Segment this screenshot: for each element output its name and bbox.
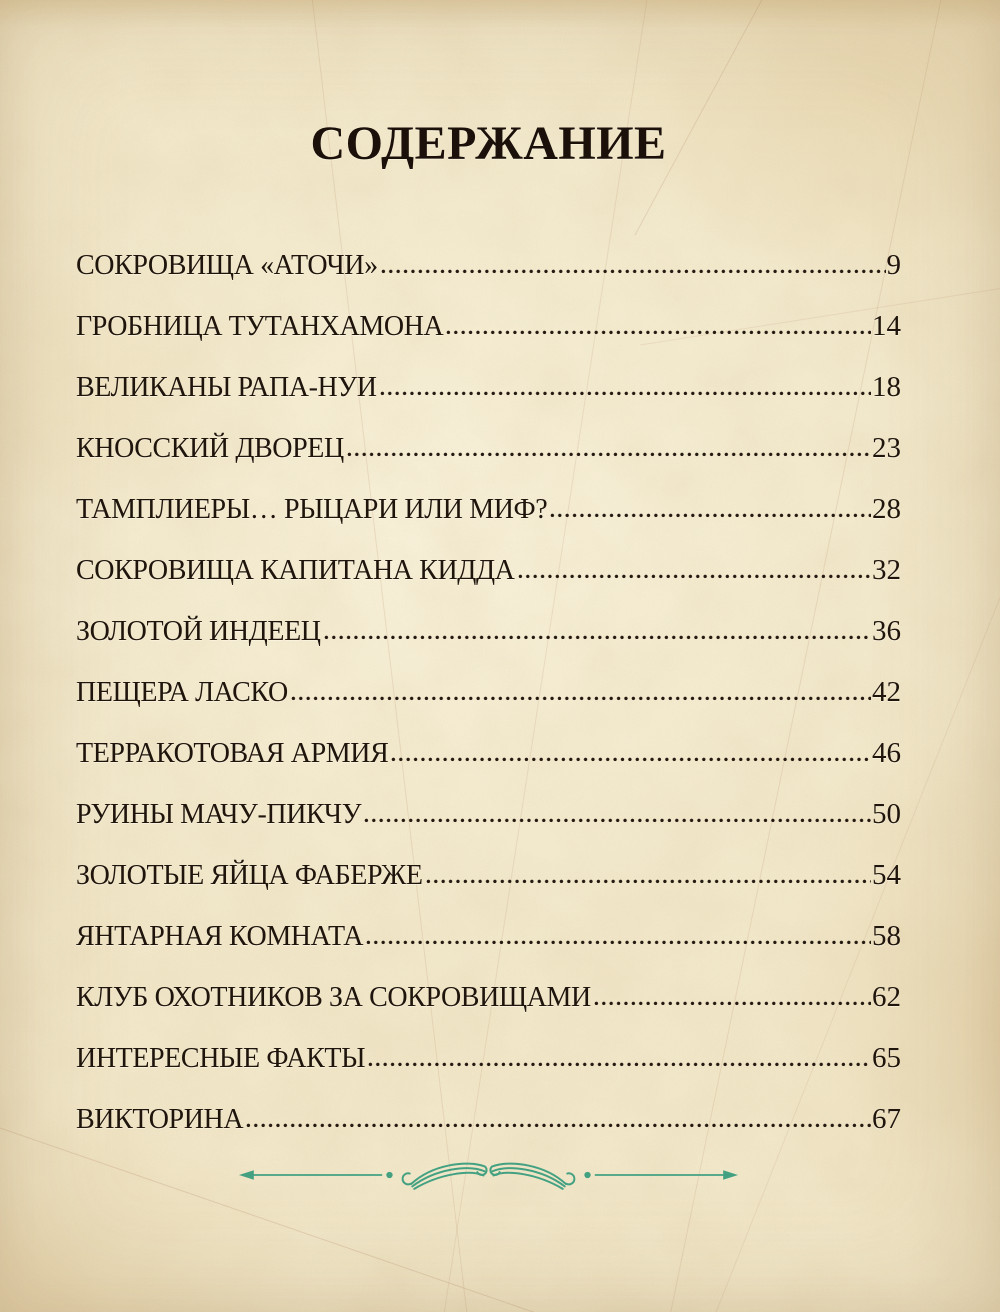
toc-entry[interactable]: СОКРОВИЩА КАПИТАНА КИДДА 32 (76, 540, 901, 601)
dotted-leader (425, 879, 871, 884)
toc-entry-title: ИНТЕРЕСНЫЕ ФАКТЫ (76, 1043, 366, 1074)
dotted-leader (446, 330, 871, 335)
toc-entry-title: ВИКТОРИНА (76, 1104, 244, 1135)
dotted-leader (379, 391, 871, 396)
dotted-leader (364, 818, 871, 823)
toc-entry-page-number: 36 (872, 615, 901, 647)
dotted-leader (323, 635, 871, 640)
flourish-divider-icon (238, 1162, 740, 1190)
dotted-leader (346, 452, 871, 457)
toc-entry-title: ЗОЛОТОЙ ИНДЕЕЦ (76, 616, 321, 647)
toc-entry-page-number: 18 (872, 371, 901, 403)
toc-entry-page-number: 32 (872, 554, 901, 586)
dotted-leader (246, 1123, 871, 1128)
toc-entry-page-number: 46 (872, 737, 901, 769)
dotted-leader (391, 757, 871, 762)
toc-content: СОДЕРЖАНИЕ СОКРОВИЩА «АТОЧИ» 9 ГРОБНИЦА … (76, 0, 901, 1197)
toc-entry-title: ГРОБНИЦА ТУТАНХАМОНА (76, 311, 444, 342)
dotted-leader (380, 269, 886, 274)
toc-entry[interactable]: ГРОБНИЦА ТУТАНХАМОНА 14 (76, 296, 901, 357)
toc-entry[interactable]: СОКРОВИЩА «АТОЧИ» 9 (76, 235, 901, 296)
dotted-leader (593, 1001, 871, 1006)
toc-entry[interactable]: ТЕРРАКОТОВАЯ АРМИЯ 46 (76, 723, 901, 784)
dotted-leader (366, 940, 871, 945)
toc-entry-page-number: 28 (872, 493, 901, 525)
toc-entry-title: КНОССКИЙ ДВОРЕЦ (76, 433, 344, 464)
toc-entry-page-number: 58 (872, 920, 901, 952)
toc-entry-title: ПЕЩЕРА ЛАСКО (76, 677, 288, 708)
toc-entry[interactable]: ЯНТАРНАЯ КОМНАТА 58 (76, 906, 901, 967)
toc-entry[interactable]: ВИКТОРИНА 67 (76, 1089, 901, 1150)
toc-entry-page-number: 23 (872, 432, 901, 464)
dotted-leader (550, 513, 871, 518)
toc-list: СОКРОВИЩА «АТОЧИ» 9 ГРОБНИЦА ТУТАНХАМОНА… (76, 235, 901, 1150)
toc-entry[interactable]: РУИНЫ МАЧУ-ПИКЧУ 50 (76, 784, 901, 845)
toc-entry-title: СОКРОВИЩА КАПИТАНА КИДДА (76, 555, 515, 586)
toc-entry[interactable]: ЗОЛОТОЙ ИНДЕЕЦ 36 (76, 601, 901, 662)
toc-entry-title: ТЕРРАКОТОВАЯ АРМИЯ (76, 738, 389, 769)
toc-entry[interactable]: ЗОЛОТЫЕ ЯЙЦА ФАБЕРЖЕ 54 (76, 845, 901, 906)
toc-entry-page-number: 14 (872, 310, 901, 342)
toc-entry-page-number: 67 (872, 1103, 901, 1135)
toc-entry-page-number: 9 (886, 249, 902, 281)
toc-entry[interactable]: КЛУБ ОХОТНИКОВ ЗА СОКРОВИЩАМИ 62 (76, 967, 901, 1028)
toc-entry-page-number: 62 (872, 981, 901, 1013)
dotted-leader (517, 574, 871, 579)
dotted-leader (368, 1062, 871, 1067)
page-title: СОДЕРЖАНИЕ (310, 117, 667, 170)
toc-entry-title: СОКРОВИЩА «АТОЧИ» (76, 250, 378, 281)
toc-entry-page-number: 54 (872, 859, 901, 891)
toc-entry-page-number: 42 (872, 676, 901, 708)
toc-entry[interactable]: ТАМПЛИЕРЫ… РЫЦАРИ ИЛИ МИФ? 28 (76, 479, 901, 540)
toc-entry[interactable]: ВЕЛИКАНЫ РАПА-НУИ 18 (76, 357, 901, 418)
dotted-leader (290, 696, 871, 701)
toc-entry[interactable]: ПЕЩЕРА ЛАСКО 42 (76, 662, 901, 723)
toc-entry-title: ТАМПЛИЕРЫ… РЫЦАРИ ИЛИ МИФ? (76, 494, 548, 525)
toc-entry-title: ВЕЛИКАНЫ РАПА-НУИ (76, 372, 377, 403)
toc-entry[interactable]: КНОССКИЙ ДВОРЕЦ 23 (76, 418, 901, 479)
toc-entry-title: РУИНЫ МАЧУ-ПИКЧУ (76, 799, 362, 830)
toc-entry-title: КЛУБ ОХОТНИКОВ ЗА СОКРОВИЩАМИ (76, 982, 591, 1013)
toc-entry-page-number: 65 (872, 1042, 901, 1074)
toc-entry-title: ЗОЛОТЫЕ ЯЙЦА ФАБЕРЖЕ (76, 860, 423, 891)
toc-entry[interactable]: ИНТЕРЕСНЫЕ ФАКТЫ 65 (76, 1028, 901, 1089)
toc-entry-page-number: 50 (872, 798, 901, 830)
toc-entry-title: ЯНТАРНАЯ КОМНАТА (76, 921, 364, 952)
